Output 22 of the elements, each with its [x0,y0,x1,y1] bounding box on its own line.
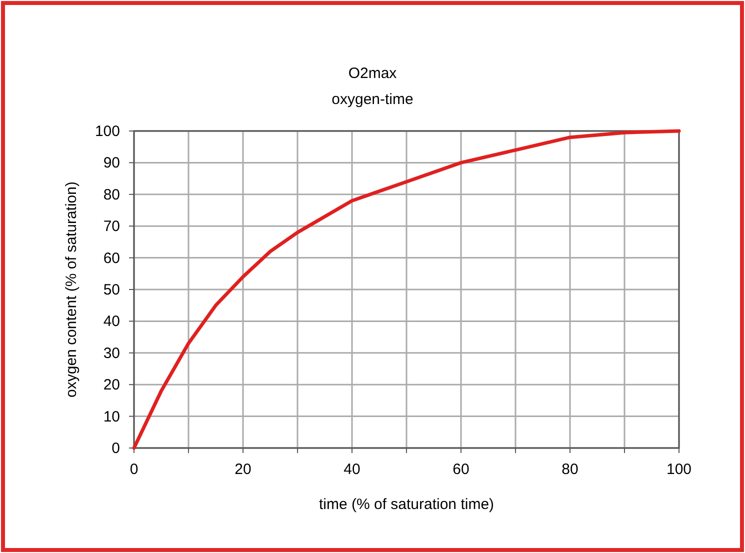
x-axis-title: time (% of saturation time) [318,496,494,513]
y-tick-label: 40 [103,313,120,330]
y-tick-label: 100 [94,123,120,140]
y-tick-label: 20 [103,376,120,394]
chart-subtitle: oxygen-time [332,91,414,108]
x-tick-label: 0 [130,461,138,478]
chart-title: O2max [348,65,398,82]
y-tick-label: 0 [112,440,120,457]
y-tick-label: 30 [103,344,120,362]
line-series [132,129,681,450]
y-tick-label: 60 [103,250,120,267]
y-tick-label: 70 [103,218,120,236]
x-tick-label: 20 [234,461,252,478]
y-tick-label: 10 [103,408,120,426]
y-tick-label: 90 [103,154,120,172]
y-tick-label: 50 [103,282,120,298]
x-tick-label: 100 [666,461,692,478]
x-tick-label: 40 [344,461,360,478]
y-tick-label: 80 [103,186,120,204]
y-axis-title: oxygen content (% of saturation) [63,182,80,398]
x-tick-label: 80 [562,461,578,478]
x-tick-label: 60 [452,461,470,478]
